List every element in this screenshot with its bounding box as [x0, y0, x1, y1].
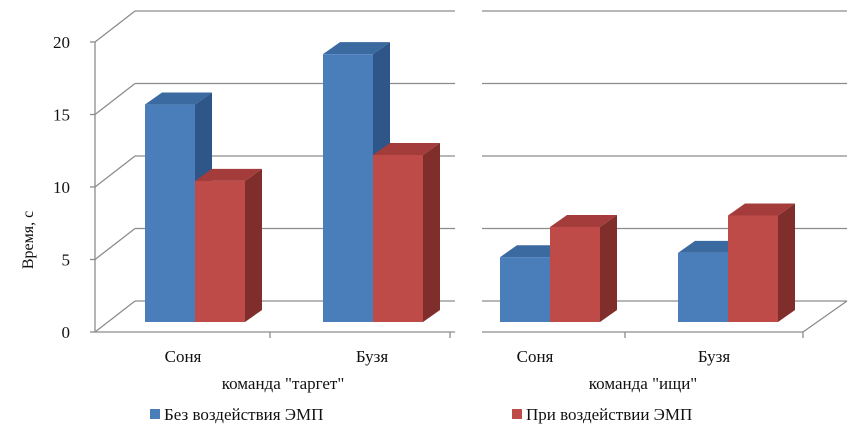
category-label-buzya-target: Бузя: [356, 347, 389, 366]
bar-front: [728, 215, 778, 322]
y-tick-label: 20: [53, 33, 70, 52]
y-tick-labels: 0 5 10 15 20: [53, 33, 70, 342]
bar-side: [423, 142, 440, 322]
group-label-target: команда "таргет": [222, 374, 345, 393]
depth-gridline: [94, 155, 136, 188]
bar-top: [195, 168, 262, 181]
y-axis-label: Время, с: [20, 211, 37, 269]
bar-top: [728, 203, 795, 216]
y-tick-label: 5: [62, 251, 71, 270]
bar-front: [373, 154, 423, 322]
category-label-buzya-ishchi: Бузя: [698, 347, 731, 366]
legend-swatch-series1: [150, 409, 160, 419]
depth-gridline: [94, 10, 136, 43]
bar-with-emp: [728, 203, 795, 322]
legend-label-series2: При воздействии ЭМП: [526, 405, 692, 424]
bar-side: [245, 168, 262, 322]
floor-edge-right: [802, 300, 848, 333]
y-tick-label: 15: [53, 106, 70, 125]
category-label-sonya-ishchi: Соня: [517, 347, 554, 366]
y-tick-label: 0: [62, 323, 71, 342]
legend-label-series1: Без воздействия ЭМП: [164, 405, 323, 424]
category-label-sonya-target: Соня: [165, 347, 202, 366]
depth-gridline: [94, 82, 136, 116]
bar-side: [778, 203, 795, 322]
bar-front: [500, 257, 550, 322]
bar-front: [145, 104, 195, 322]
group-label-ishchi: команда "ищи": [589, 374, 697, 393]
y-tick-label: 10: [53, 178, 70, 197]
bar-with-emp: [195, 168, 262, 322]
bars: [145, 42, 795, 322]
bar-front: [195, 180, 245, 322]
legend-swatch-series2: [512, 409, 522, 419]
bar-top: [323, 42, 390, 55]
bar-top: [373, 142, 440, 155]
depth-gridline: [94, 227, 136, 261]
bar-top: [145, 92, 212, 105]
bar-with-emp: [550, 214, 617, 322]
bar-front: [323, 54, 373, 322]
bar-side: [600, 214, 617, 322]
bar-front: [550, 226, 600, 322]
bar-with-emp: [373, 142, 440, 322]
depth-gridline: [94, 300, 136, 333]
legend: Без воздействия ЭМП При воздействии ЭМП: [150, 405, 692, 424]
bar-front: [678, 252, 728, 322]
bar-top: [550, 214, 617, 227]
gridlines: [90, 10, 848, 338]
